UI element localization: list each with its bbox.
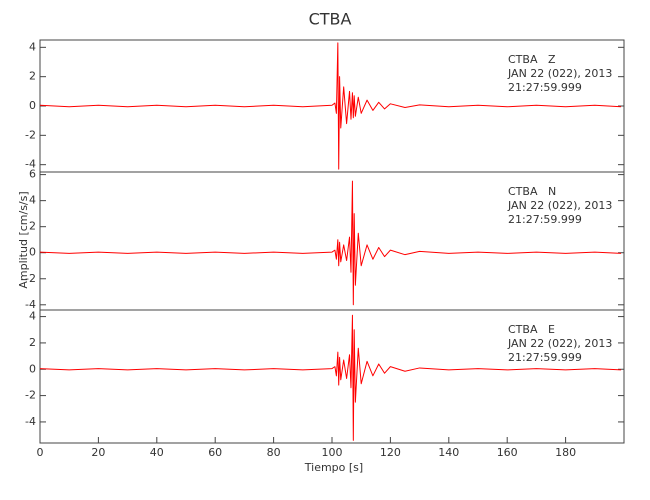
annotation: CTBA E <box>508 323 555 336</box>
y-tick-label: -4 <box>25 415 36 428</box>
seismogram-line <box>39 42 622 170</box>
y-axis-label: Amplitud [cm/s/s] <box>17 191 30 288</box>
annotation: CTBA N <box>508 185 556 198</box>
x-axis-label: Tiempo [s] <box>304 461 363 474</box>
y-tick-label: 6 <box>29 168 36 181</box>
y-tick-label: -2 <box>25 128 36 141</box>
x-tick-label: 140 <box>438 446 459 459</box>
annotation: JAN 22 (022), 2013 <box>507 67 612 80</box>
y-tick-label: 2 <box>29 70 36 83</box>
y-tick-label: 0 <box>29 246 36 259</box>
annotation: 21:27:59.999 <box>508 81 582 94</box>
y-tick-label: 2 <box>29 220 36 233</box>
x-tick-label: 60 <box>208 446 222 459</box>
y-tick-label: 4 <box>29 40 36 53</box>
y-tick-label: -2 <box>25 272 36 285</box>
annotation: 21:27:59.999 <box>508 351 582 364</box>
y-tick-label: -2 <box>25 389 36 402</box>
annotation: JAN 22 (022), 2013 <box>507 199 612 212</box>
annotation: CTBA Z <box>508 53 556 66</box>
x-tick-label: 180 <box>555 446 576 459</box>
annotation: 21:27:59.999 <box>508 213 582 226</box>
x-tick-label: 0 <box>37 446 44 459</box>
y-tick-label: 2 <box>29 336 36 349</box>
annotation: JAN 22 (022), 2013 <box>507 337 612 350</box>
y-tick-label: -4 <box>25 158 36 171</box>
seismogram-line <box>39 314 622 441</box>
x-tick-label: 120 <box>380 446 401 459</box>
chart-title: CTBA <box>309 10 352 29</box>
y-tick-label: 4 <box>29 194 36 207</box>
y-tick-label: -4 <box>25 298 36 311</box>
x-tick-label: 40 <box>150 446 164 459</box>
x-tick-label: 100 <box>322 446 343 459</box>
y-tick-label: 4 <box>29 310 36 323</box>
x-tick-label: 80 <box>267 446 281 459</box>
x-tick-label: 20 <box>91 446 105 459</box>
y-tick-label: 0 <box>29 362 36 375</box>
seismogram-line <box>39 180 622 306</box>
y-tick-label: 0 <box>29 99 36 112</box>
x-tick-label: 160 <box>497 446 518 459</box>
